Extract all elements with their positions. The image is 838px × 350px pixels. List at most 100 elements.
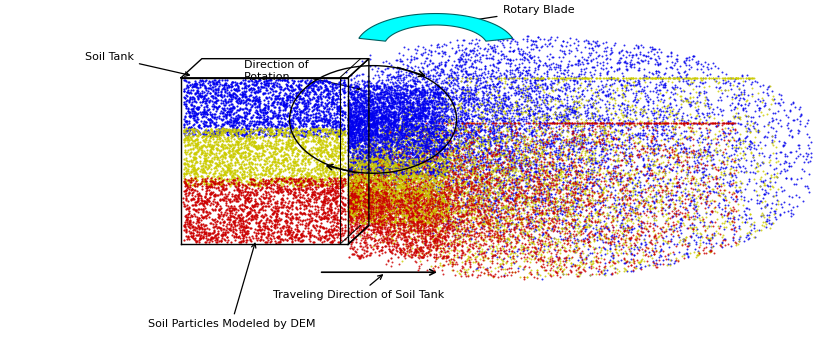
Point xyxy=(235,91,249,97)
Point xyxy=(463,139,477,145)
Point xyxy=(528,149,541,154)
Point xyxy=(490,151,504,156)
Point xyxy=(541,116,555,122)
Point xyxy=(644,209,657,214)
Point xyxy=(362,157,375,163)
Point xyxy=(386,160,400,166)
Point xyxy=(676,120,690,126)
Point xyxy=(442,198,455,204)
Point xyxy=(390,198,403,203)
Point xyxy=(302,156,315,162)
Point xyxy=(471,186,484,191)
Point xyxy=(219,96,232,101)
Point xyxy=(446,93,459,99)
Point xyxy=(520,197,533,203)
Point xyxy=(468,179,482,185)
Point xyxy=(406,164,420,170)
Point xyxy=(549,241,562,247)
Point xyxy=(397,192,411,198)
Point xyxy=(209,123,222,129)
Point xyxy=(374,208,387,213)
Point xyxy=(637,66,650,72)
Point xyxy=(355,223,369,228)
Point xyxy=(691,180,705,186)
Point xyxy=(569,46,582,51)
Point xyxy=(605,49,618,55)
Point xyxy=(214,130,227,135)
Point xyxy=(379,208,392,213)
Point xyxy=(618,201,631,206)
Point xyxy=(541,112,554,118)
Point xyxy=(377,237,391,242)
Point xyxy=(489,164,503,169)
Point xyxy=(610,266,623,272)
Point xyxy=(438,192,452,198)
Point xyxy=(384,214,397,220)
Point xyxy=(427,60,440,66)
Point xyxy=(637,127,650,132)
Point xyxy=(427,148,440,153)
Point xyxy=(397,178,411,184)
Point xyxy=(343,203,356,209)
Point xyxy=(416,221,430,226)
Point xyxy=(395,162,408,168)
Point xyxy=(273,229,287,234)
Point xyxy=(246,141,259,147)
Point xyxy=(358,206,371,212)
Point xyxy=(750,161,763,167)
Point xyxy=(559,236,572,242)
Point xyxy=(419,149,432,154)
Point xyxy=(395,122,408,128)
Point xyxy=(554,246,567,251)
Point xyxy=(365,184,379,190)
Point xyxy=(246,130,260,135)
Point xyxy=(557,119,571,125)
Point xyxy=(342,99,355,105)
Point xyxy=(514,125,527,131)
Point xyxy=(636,198,649,203)
Point xyxy=(345,209,359,215)
Point xyxy=(422,144,435,149)
Point xyxy=(672,224,685,229)
Point xyxy=(564,73,577,78)
Point xyxy=(513,190,526,196)
Point xyxy=(411,99,424,105)
Point xyxy=(380,115,394,121)
Point xyxy=(323,191,336,196)
Point xyxy=(362,216,375,221)
Point xyxy=(334,91,347,97)
Point xyxy=(745,215,758,221)
Point xyxy=(432,168,445,174)
Point xyxy=(400,181,413,186)
Point xyxy=(522,220,535,226)
Point xyxy=(354,94,367,100)
Point xyxy=(376,180,390,186)
Point xyxy=(552,126,566,132)
Point xyxy=(689,203,702,209)
Point xyxy=(488,175,501,180)
Point xyxy=(258,207,272,213)
Point xyxy=(647,169,660,175)
Point xyxy=(608,149,621,154)
Point xyxy=(619,240,633,245)
Point xyxy=(428,123,442,128)
Point xyxy=(470,105,484,111)
Point xyxy=(527,169,541,175)
Point xyxy=(620,102,634,108)
Point xyxy=(740,134,753,140)
Point xyxy=(411,159,424,165)
Point xyxy=(375,200,389,206)
Point xyxy=(242,108,256,114)
Point xyxy=(653,199,666,205)
Point xyxy=(494,131,508,136)
Point xyxy=(482,199,495,205)
Point xyxy=(430,86,443,92)
Point xyxy=(512,65,525,70)
Point xyxy=(374,155,387,161)
Point xyxy=(388,203,401,209)
Point xyxy=(555,129,568,134)
Point xyxy=(342,182,355,188)
Point xyxy=(372,118,385,124)
Point xyxy=(408,80,422,86)
Point xyxy=(209,178,222,184)
